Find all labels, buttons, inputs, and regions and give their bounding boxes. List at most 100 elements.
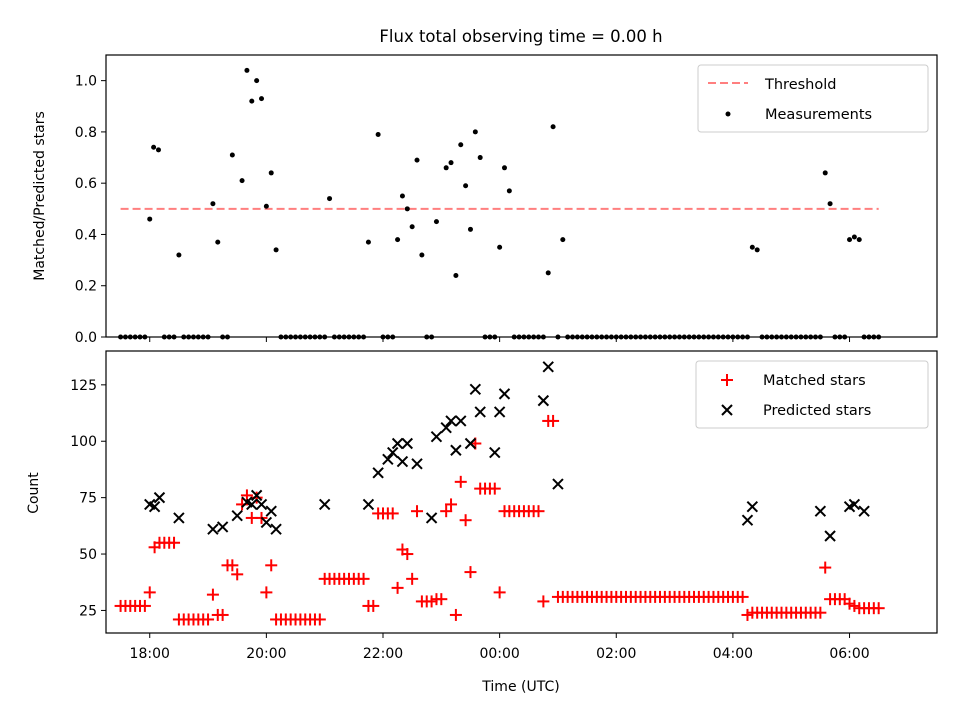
- legend-predicted-label: Predicted stars: [763, 403, 871, 419]
- x-stroke: [265, 505, 277, 517]
- x-stroke: [387, 446, 399, 459]
- matched-star-point: [202, 613, 215, 626]
- legend-threshold-label: Threshold: [764, 77, 836, 93]
- measurement-point: [856, 237, 862, 243]
- x-stroke: [537, 394, 550, 407]
- predicted-star-point: [814, 505, 827, 517]
- measurement-point: [497, 244, 503, 250]
- x-tick-label: 22:00: [363, 646, 403, 662]
- matched-star-point: [265, 559, 278, 572]
- top-panel-frame: [105, 54, 938, 338]
- measurement-point: [399, 193, 405, 199]
- legend-matched-swatch: [721, 374, 733, 386]
- matched-star-point: [406, 572, 419, 585]
- x-stroke: [489, 446, 501, 459]
- predicted-star-point: [741, 514, 754, 526]
- y-tick-label: 0.0: [75, 330, 97, 346]
- bottom-panel-y-ticks: 25 50 75 100 125: [70, 378, 106, 619]
- matched-star-point: [231, 568, 244, 581]
- x-stroke: [255, 498, 268, 511]
- predicted-star-point: [440, 421, 452, 434]
- matched-star-point: [260, 586, 273, 599]
- predicted-star-point: [430, 431, 443, 443]
- predicted-star-point: [207, 523, 219, 535]
- predicted-star-point: [318, 498, 331, 511]
- predicted-star-point: [270, 523, 282, 535]
- matched-star-point: [401, 548, 414, 561]
- measurement-point: [827, 201, 833, 207]
- y-tick-label: 0.8: [75, 125, 97, 141]
- matched-star-point: [440, 505, 453, 518]
- top-panel: Flux total observing time = 0.00 h Match…: [32, 27, 938, 346]
- matched-star-point: [226, 559, 239, 572]
- measurement-point: [409, 224, 415, 230]
- x-stroke: [207, 523, 219, 535]
- predicted-star-point: [216, 521, 229, 533]
- x-stroke: [372, 467, 384, 479]
- predicted-star-point: [411, 458, 423, 470]
- predicted-star-point: [469, 383, 482, 396]
- predicted-star-point: [148, 500, 161, 513]
- matched-star-point: [454, 475, 467, 488]
- predicted-star-point: [450, 444, 462, 456]
- measurement-point: [443, 165, 449, 171]
- matched-star-point: [386, 507, 399, 520]
- x-stroke: [401, 437, 414, 450]
- predicted-star-point: [464, 437, 477, 450]
- matched-star-point: [819, 561, 832, 574]
- legend-measurements-label: Measurements: [765, 107, 872, 123]
- x-stroke: [552, 478, 564, 490]
- measurement-point: [273, 247, 279, 253]
- y-tick-label: 1.0: [75, 74, 97, 90]
- x-stroke: [318, 498, 331, 511]
- predicted-star-point: [387, 446, 399, 459]
- x-stroke: [824, 530, 836, 542]
- matched-star-point: [449, 608, 462, 621]
- matched-star-point: [464, 566, 477, 579]
- x-stroke: [741, 514, 754, 526]
- matched-star-point: [357, 572, 370, 585]
- y-tick-label: 125: [70, 378, 97, 394]
- predicted-star-point: [824, 530, 836, 542]
- predicted-star-point: [489, 446, 501, 459]
- predicted-star-point: [542, 361, 554, 373]
- y-tick-label: 25: [79, 603, 97, 619]
- predicted-star-point: [498, 388, 511, 400]
- y-tick-label: 100: [70, 434, 97, 450]
- matched-star-point: [493, 586, 506, 599]
- measurement-point: [749, 244, 755, 250]
- matched-star-point: [872, 602, 885, 615]
- x-stroke: [430, 431, 443, 443]
- measurement-point: [433, 219, 439, 225]
- measurement-point: [472, 129, 478, 135]
- predicted-star-point: [445, 415, 457, 427]
- x-stroke: [493, 406, 506, 418]
- measurement-point: [754, 247, 760, 253]
- bottom-panel-frame: [105, 350, 938, 634]
- matched-star-point: [435, 593, 448, 606]
- x-stroke: [391, 437, 404, 450]
- legend-matched-label: Matched stars: [763, 373, 866, 389]
- measurement-point: [176, 252, 182, 258]
- matched-star-point: [391, 581, 404, 594]
- matched-star-point: [445, 498, 458, 511]
- measurement-point: [210, 201, 216, 207]
- x-stroke: [440, 421, 452, 434]
- x-stroke: [445, 415, 457, 427]
- predicted-star-point: [362, 498, 375, 511]
- x-stroke: [746, 500, 759, 513]
- predicted-star-point: [552, 478, 564, 490]
- measurement-point: [155, 147, 161, 153]
- measurement-point: [560, 237, 566, 243]
- x-stroke: [450, 444, 462, 456]
- matched-star-point: [532, 505, 545, 518]
- matched-star-point: [216, 608, 229, 621]
- matched-star-point: [459, 514, 472, 527]
- measurement-point: [259, 96, 265, 102]
- measurement-point: [215, 239, 221, 245]
- x-stroke: [455, 415, 467, 427]
- x-tick-label: 04:00: [713, 646, 753, 662]
- y-tick-label: 75: [79, 491, 97, 507]
- predicted-star-point: [372, 467, 384, 479]
